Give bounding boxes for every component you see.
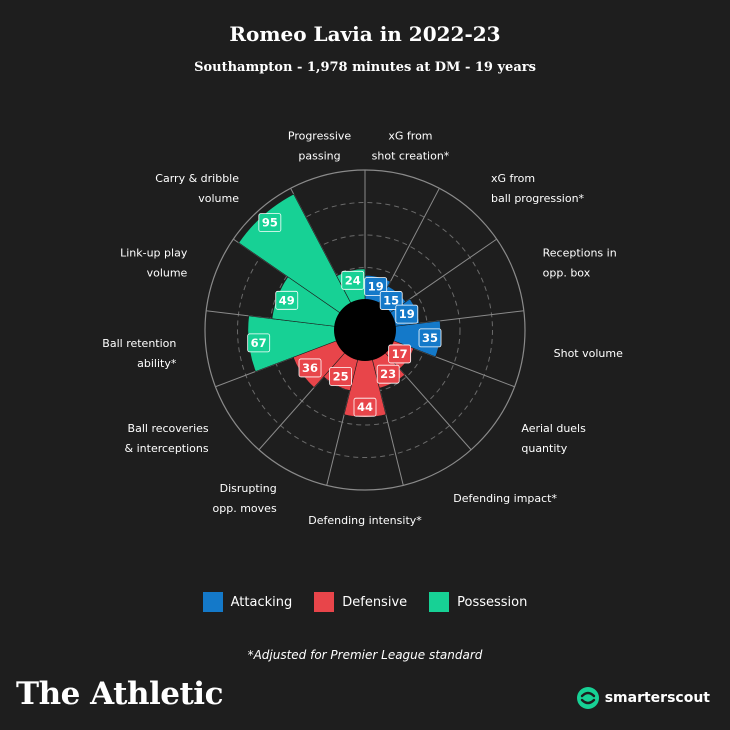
legend-label-attacking: Attacking	[230, 594, 293, 610]
smarterscout-logo-icon	[576, 687, 599, 709]
legend-swatch-possession	[429, 592, 450, 612]
legend-label-possession: Possession	[457, 594, 528, 610]
value-label-1: 15	[383, 293, 399, 307]
smarterscout-name: smarterscout	[604, 690, 710, 706]
category-label-6: Defending intensity*	[308, 514, 422, 527]
category-label-0: xG from shot creation*	[372, 130, 450, 163]
value-label-11: 95	[262, 216, 278, 230]
value-badge-7	[329, 367, 353, 386]
value-label-3: 35	[422, 331, 438, 345]
category-label-9: Ball retention ability*	[102, 337, 177, 370]
value-label-12: 24	[345, 273, 361, 287]
category-label-7: Disrupting opp. moves	[213, 482, 277, 515]
value-badge-0	[364, 277, 388, 296]
value-label-8: 36	[302, 361, 318, 375]
grid-ring	[237, 202, 493, 458]
category-label-3: Shot volume	[554, 347, 623, 360]
legend-item-attacking: Attacking	[202, 592, 293, 612]
legend-swatch-defensive	[314, 592, 335, 612]
legend-item-possession: Possession	[429, 592, 527, 612]
category-labels: xG from shot creation* xG from ball progres…	[102, 130, 623, 527]
value-label-7: 25	[333, 369, 349, 383]
category-label-1: xG from ball progression*	[491, 172, 585, 205]
value-label-9: 67	[251, 336, 267, 350]
chart-subtitle: Southampton - 1,978 minutes at DM - 19 y…	[194, 60, 536, 75]
value-badge-2	[395, 304, 419, 324]
value-badge-11	[258, 213, 282, 232]
chart-title: Romeo Lavia in 2022-23	[229, 22, 501, 46]
value-badge-9	[247, 333, 271, 353]
value-label-4: 17	[392, 347, 408, 361]
legend-item-defensive: Defensive	[314, 592, 407, 612]
value-label-6: 44	[357, 400, 373, 414]
category-label-5: Defending impact*	[453, 492, 557, 505]
category-label-10: Link-up play volume	[120, 247, 188, 280]
category-label-11: Carry & dribble volume	[155, 172, 239, 205]
legend: Attacking Defensive Possession	[0, 592, 730, 612]
value-badge-4	[388, 344, 412, 364]
the-athletic-logo: The Athletic	[16, 676, 223, 712]
value-label-0: 19	[368, 280, 384, 294]
value-badge-5	[376, 364, 400, 384]
value-label-5: 23	[380, 367, 396, 381]
legend-label-defensive: Defensive	[342, 594, 408, 610]
legend-swatch-attacking	[202, 592, 223, 612]
category-label-4: Aerial duels quantity	[521, 422, 586, 455]
category-label-2: Receptions in opp. box	[543, 247, 617, 280]
value-label-2: 19	[399, 307, 415, 321]
category-label-12: Progressive passing	[288, 130, 352, 163]
value-badge-3	[418, 328, 442, 348]
value-label-10: 49	[279, 293, 295, 307]
center-hub	[334, 299, 396, 361]
category-label-8: Ball recoveries & interceptions	[125, 422, 209, 455]
value-badge-8	[298, 358, 322, 378]
value-badge-10	[275, 290, 299, 310]
smarterscout-brand: smarterscout	[576, 686, 710, 710]
chart-hub	[334, 299, 396, 361]
value-badge-6	[353, 397, 377, 417]
value-badge-12	[341, 270, 365, 290]
footnote: *Adjusted for Premier League standard	[247, 648, 483, 662]
